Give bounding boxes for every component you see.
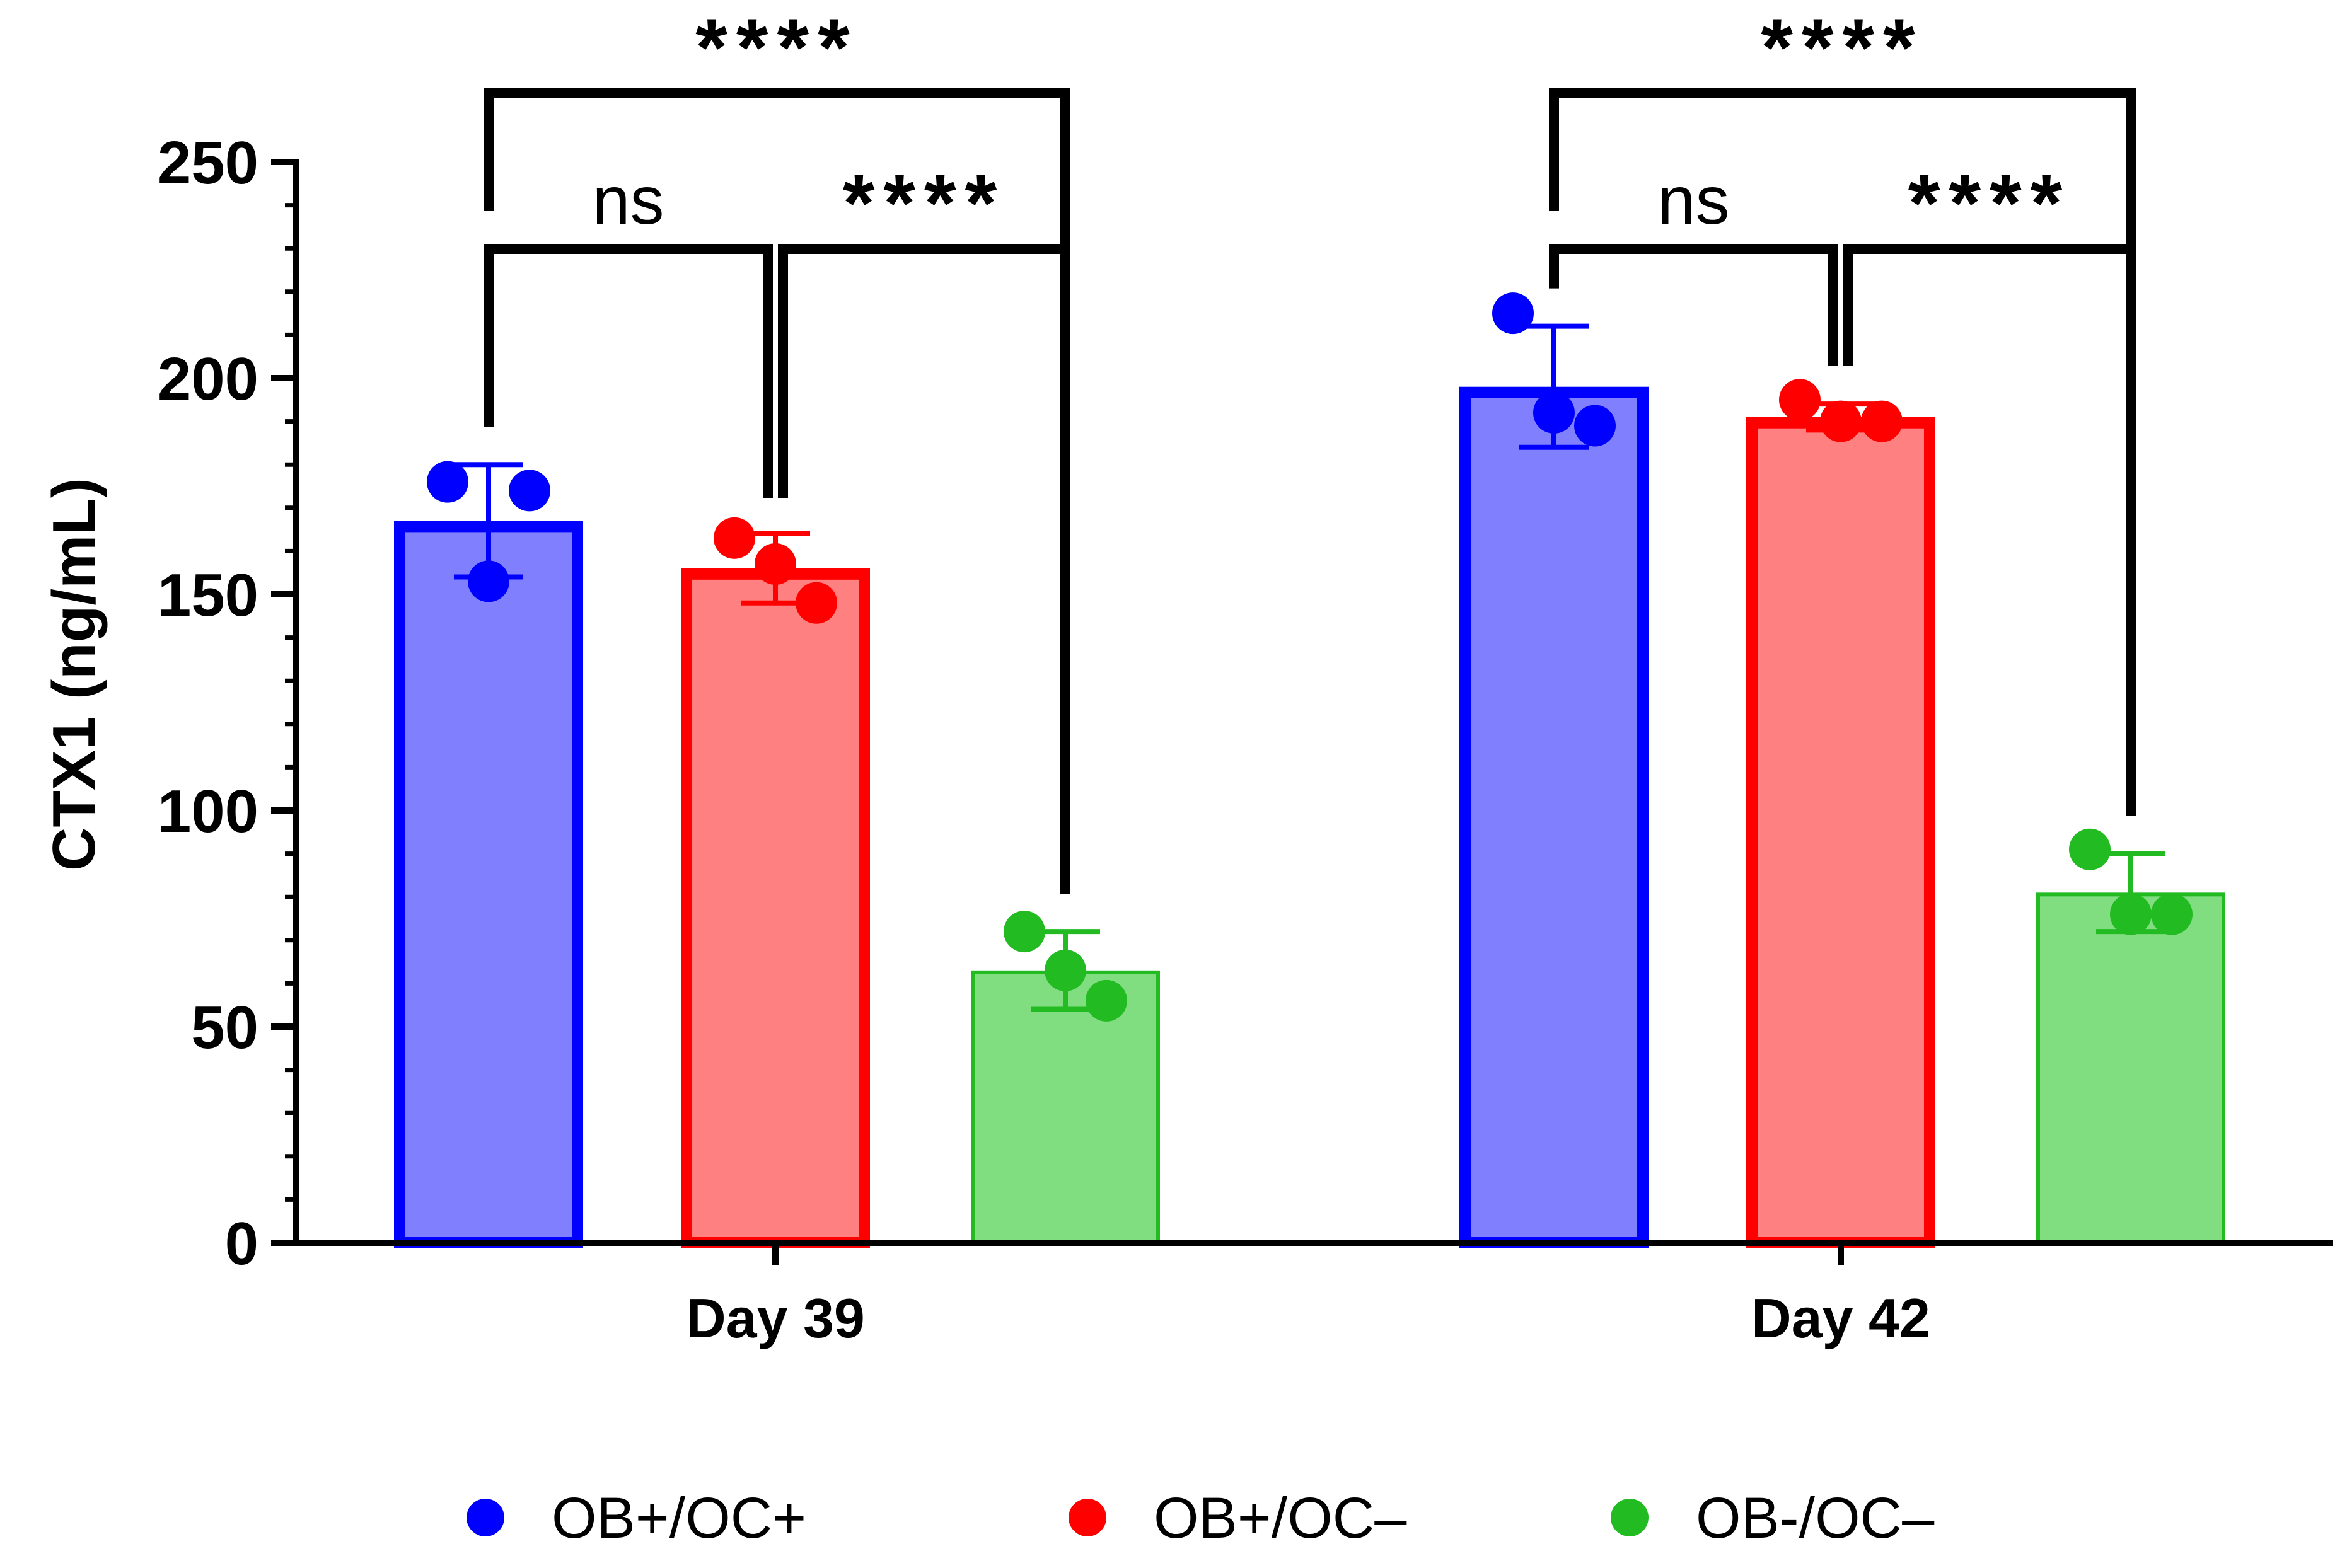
data-point (1820, 400, 1862, 442)
significance-label: ns (592, 162, 664, 238)
significance-bracket (484, 88, 1070, 894)
significance-label: **** (695, 1, 858, 93)
data-point (714, 517, 755, 559)
bar-2-day-39 (681, 568, 870, 1249)
significance-label: **** (843, 157, 1005, 249)
legend-label: OB+/OC– (1154, 1486, 1407, 1550)
y-tick-label: 0 (225, 1210, 258, 1277)
data-point (1533, 391, 1575, 434)
data-point (509, 470, 550, 512)
significance-label: ns (1657, 162, 1729, 238)
y-tick-label: 50 (191, 994, 258, 1061)
legend-marker (467, 1499, 504, 1536)
data-point (755, 543, 796, 585)
significance-label: **** (1908, 157, 2071, 249)
data-point (1779, 379, 1821, 421)
legend: OB+/OC+ OB+/OC– OB-/OC– (467, 1486, 1935, 1550)
data-point (1045, 949, 1086, 991)
y-tick-label: 150 (158, 562, 258, 629)
data-point (2151, 893, 2193, 935)
legend-marker (1611, 1499, 1649, 1536)
significance-bracket (1549, 88, 2136, 816)
x-category-label: Day 39 (686, 1287, 865, 1349)
significance-label: **** (1761, 1, 1923, 93)
data-point (1086, 979, 1127, 1022)
y-tick-label: 250 (158, 129, 258, 197)
points-layer (427, 292, 2193, 1022)
data-point (796, 582, 837, 624)
data-point (2110, 893, 2152, 935)
bar-1-day-39 (394, 521, 583, 1248)
legend-label: OB+/OC+ (552, 1486, 806, 1550)
bar-3-day-42 (2036, 892, 2225, 1245)
data-point (2069, 828, 2111, 870)
y-tick-label: 100 (158, 778, 258, 845)
bar-1-day-42 (1459, 386, 1649, 1248)
data-point (427, 461, 468, 503)
bars-layer (394, 386, 2225, 1249)
x-category-label: Day 42 (1751, 1287, 1930, 1349)
significance-layer: ns **** **** ns **** **** (484, 1, 2136, 894)
axes-layer: 0 50 100 150 200 250 Day 39 Day 42 (158, 129, 2333, 1349)
y-axis-label: CTX1 (ng/mL) (40, 478, 108, 871)
significance-bracket (1549, 244, 1838, 366)
legend-marker (1069, 1499, 1106, 1536)
data-point (1492, 292, 1534, 335)
significance-bracket (484, 244, 773, 498)
bar-2-day-42 (1746, 417, 1935, 1248)
data-point (1574, 405, 1616, 447)
bar-3-day-39 (971, 970, 1160, 1245)
data-point (1004, 911, 1045, 953)
data-point (1861, 400, 1903, 442)
legend-label: OB-/OC– (1696, 1486, 1935, 1550)
y-tick-label: 200 (158, 345, 258, 413)
data-point (468, 560, 509, 602)
